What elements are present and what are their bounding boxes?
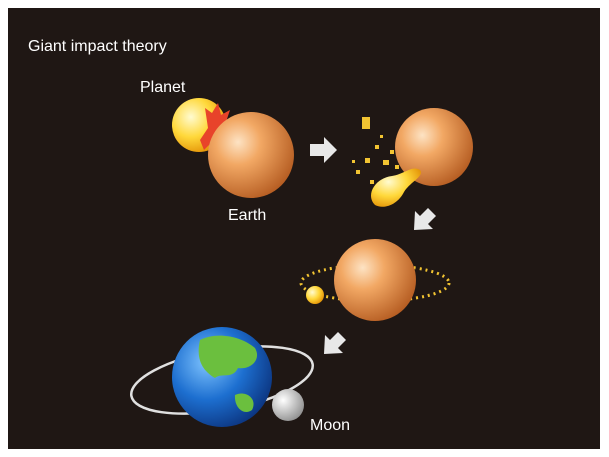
- moonlet: [306, 286, 324, 304]
- moon-label: Moon: [310, 417, 350, 434]
- earth: [334, 239, 416, 321]
- earth-label: Earth: [228, 207, 266, 224]
- title: Giant impact theory: [28, 38, 167, 55]
- moon: [272, 389, 304, 421]
- background: [8, 8, 600, 449]
- earth: [208, 112, 294, 198]
- planet-label: Planet: [140, 79, 186, 96]
- diagram: Giant impact theory Planet Earth Moon: [0, 0, 609, 457]
- page: {"title": "Giant impact theory", "labels…: [0, 0, 609, 457]
